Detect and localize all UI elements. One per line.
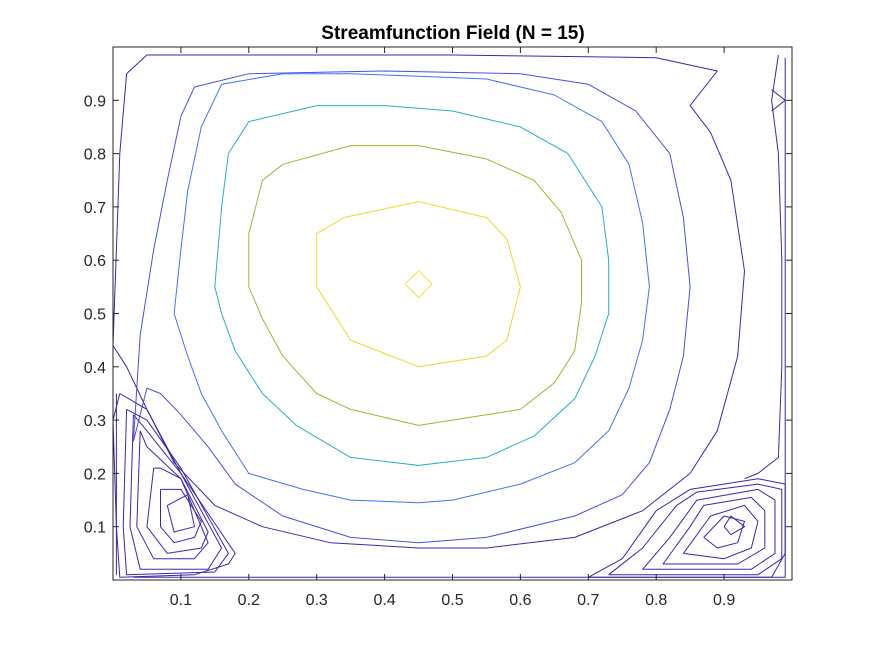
contour-line-21 — [662, 496, 766, 565]
contour-layer — [112, 54, 786, 578]
y-tick-label-1: 0.2 — [84, 466, 106, 483]
x-tick-label-2: 0.3 — [306, 592, 328, 609]
contour-line-15 — [146, 467, 209, 554]
y-tick-label-5: 0.6 — [84, 253, 106, 270]
x-tick-label-3: 0.4 — [373, 592, 395, 609]
contour-line-17 — [166, 494, 195, 533]
contour-line-9 — [316, 201, 521, 368]
y-tick-label-2: 0.3 — [84, 413, 106, 430]
y-tick-label-6: 0.7 — [84, 200, 106, 217]
contour-line-7 — [214, 105, 610, 466]
y-tick-label-0: 0.1 — [84, 520, 106, 537]
y-tick-label-3: 0.4 — [84, 360, 106, 377]
contour-line-14 — [136, 430, 209, 560]
x-axis: 0.1 0.2 0.3 0.4 0.5 0.6 0.7 0.8 0.9 — [170, 47, 735, 609]
x-tick-label-1: 0.2 — [238, 592, 260, 609]
contour-line-1 — [744, 54, 783, 480]
contour-line-4 — [771, 89, 786, 112]
y-tick-label-8: 0.9 — [84, 93, 106, 110]
contour-line-20 — [642, 488, 776, 570]
contour-line-0 — [112, 54, 745, 549]
y-tick-label-7: 0.8 — [84, 147, 106, 164]
x-tick-label-8: 0.9 — [713, 592, 735, 609]
y-tick-label-4: 0.5 — [84, 307, 106, 324]
contour-line-23 — [703, 515, 745, 549]
y-axis: 0.1 0.2 0.3 0.4 0.5 0.6 0.7 0.8 0.9 — [84, 93, 792, 537]
x-tick-label-4: 0.5 — [441, 592, 463, 609]
contour-line-5 — [132, 70, 691, 544]
x-tick-label-5: 0.6 — [509, 592, 531, 609]
contour-line-24 — [723, 515, 745, 536]
contour-line-22 — [682, 504, 759, 560]
contour-line-18 — [588, 478, 786, 578]
x-tick-label-0: 0.1 — [170, 592, 192, 609]
contour-line-19 — [608, 483, 783, 576]
contour-line-16 — [160, 488, 202, 544]
contour-line-10 — [404, 270, 433, 298]
contour-line-2 — [133, 57, 786, 578]
contour-line-8 — [248, 145, 582, 426]
contour-line-13 — [129, 414, 223, 570]
chart-title: Streamfunction Field (N = 15) — [321, 23, 584, 44]
contour-line-6 — [173, 73, 650, 504]
x-tick-label-6: 0.7 — [577, 592, 599, 609]
x-tick-label-7: 0.8 — [645, 592, 667, 609]
contour-line-12 — [122, 408, 229, 576]
